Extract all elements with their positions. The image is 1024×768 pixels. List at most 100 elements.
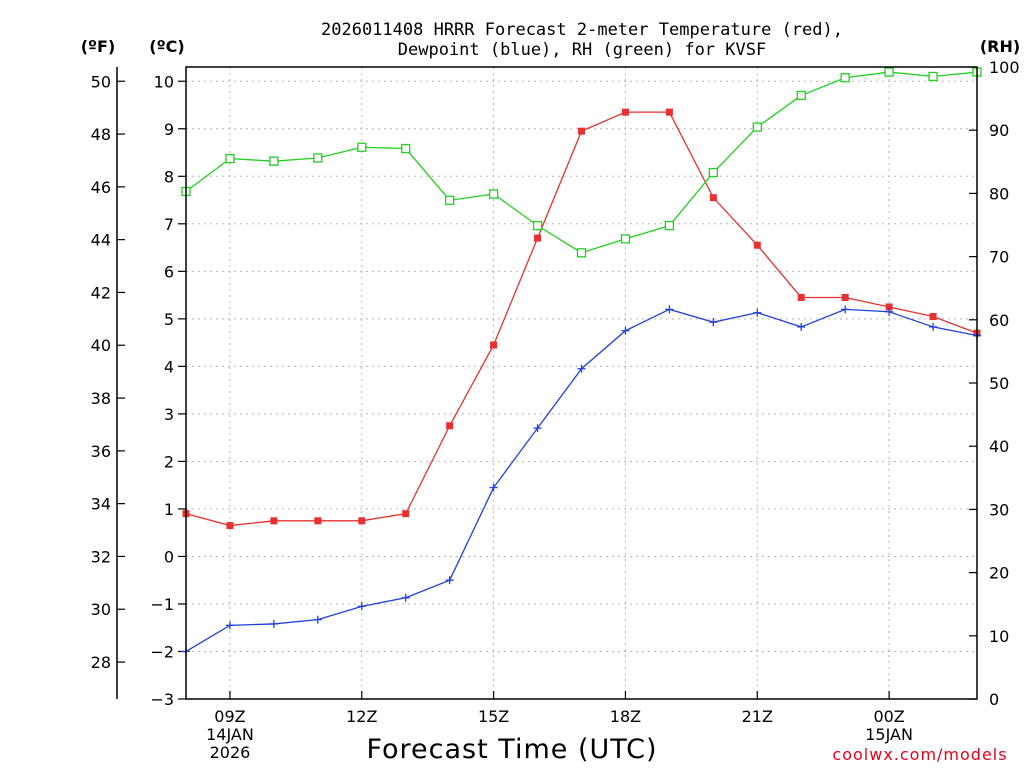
x-tick-label: 00Z [873,707,904,726]
dewpoint-blue-point [665,305,674,314]
rh-green-point [708,167,718,178]
rh-green-point [225,153,235,164]
temperature-red-point [797,293,805,301]
dewpoint-blue-point [533,424,542,433]
celsius-tick-label: 5 [164,310,174,329]
temperature-red-point [885,303,893,311]
dewpoint-blue-point [841,305,850,314]
dewpoint-blue-line [185,308,978,653]
rh-green-point [752,122,762,132]
temperature-red-point [578,127,585,135]
rh-tick-label: 40 [989,437,1009,456]
axes: −3−2−10123456789102830323436384042444648… [91,58,1020,762]
dewpoint-blue-point [709,318,718,327]
temperature-red-point [314,517,322,525]
rh-tick-label: 70 [989,248,1009,267]
rh-green-point [884,67,894,77]
x-tick-label: 09Z [214,707,245,726]
celsius-tick-label: 6 [164,262,174,281]
dewpoint-blue-point [885,307,894,316]
x-tick-label: 21Z [742,707,773,726]
rh-tick-label: 0 [989,690,999,709]
x-tick-label: 15Z [478,707,509,726]
fahrenheit-tick-label: 48 [91,125,111,144]
rh-green-point [532,220,543,231]
dewpoint-blue-point [797,322,806,331]
rh-tick-label: 80 [989,184,1009,203]
fahrenheit-tick-label: 44 [91,231,111,250]
rh-tick-label: 60 [989,311,1009,330]
rh-tick-label: 20 [989,564,1009,583]
celsius-tick-label: 7 [164,215,174,234]
celsius-unit-label: (ºC) [149,37,184,56]
temperature-red-point [226,522,234,530]
celsius-tick-label: 1 [164,500,174,519]
fahrenheit-tick-label: 34 [91,495,111,514]
rh-green-point [664,220,675,231]
rh-green-point [269,156,279,166]
x-tick-label: 15JAN [865,725,913,744]
dewpoint-blue-point [489,483,498,492]
temperature-red-point [534,234,542,242]
celsius-tick-label: −3 [150,690,174,709]
rh-tick-label: 50 [989,374,1009,393]
rh-tick-label: 100 [989,58,1020,77]
celsius-tick-label: −1 [150,595,174,614]
dewpoint-blue-point [929,322,938,331]
celsius-tick-label: 2 [164,452,174,471]
temperature-red-point [270,517,278,525]
rh-green-point [488,189,499,199]
rh-tick-label: 30 [989,500,1009,519]
celsius-tick-label: 9 [164,120,174,139]
rh-green-point [401,143,411,154]
rh-green-point [928,71,938,82]
temperature-red-point [841,293,849,301]
fahrenheit-tick-label: 30 [91,600,111,619]
temperature-red-point [709,194,717,202]
data-series [181,67,982,656]
fahrenheit-tick-label: 46 [91,178,111,197]
celsius-tick-label: 4 [164,357,174,376]
x-tick-label: 18Z [610,707,641,726]
rh-tick-label: 90 [989,121,1009,140]
rh-green-point [840,73,850,83]
fahrenheit-tick-label: 36 [91,442,111,461]
celsius-tick-label: 8 [164,167,174,186]
plot-frame [185,66,978,700]
temperature-red-point [402,510,410,518]
dewpoint-blue-point [225,621,234,630]
fahrenheit-tick-label: 40 [91,336,111,355]
x-tick-label: 12Z [346,707,377,726]
celsius-tick-label: 3 [164,405,174,424]
celsius-tick-label: 10 [154,72,174,91]
rh-green-point [796,90,806,101]
temperature-red-point [929,312,937,320]
grid-lines [186,67,977,699]
dewpoint-blue-point [357,602,366,611]
rh-green-line [185,71,978,254]
rh-green-point [313,153,323,163]
x-tick-label: 14JAN [206,725,254,744]
rh-green-point [357,142,367,152]
temperature-red-point [490,341,498,349]
credit-text: coolwx.com/models [832,745,1007,764]
rh-green-point [576,248,587,258]
fahrenheit-tick-label: 28 [91,653,111,672]
rh-green-point [445,195,455,206]
fahrenheit-tick-label: 42 [91,283,111,302]
temperature-red-point [446,422,454,430]
temperature-red-point [753,241,761,249]
fahrenheit-tick-label: 50 [91,72,111,91]
dewpoint-blue-point [753,308,762,317]
rh-green-point [620,234,631,244]
rh-unit-label: (RH) [980,37,1020,56]
x-axis-label: Forecast Time (UTC) [366,734,657,765]
celsius-tick-label: −2 [150,642,174,661]
temperature-red-point [665,108,673,116]
rh-tick-label: 10 [989,627,1009,646]
celsius-tick-label: 0 [164,547,174,566]
dewpoint-blue-point [269,619,278,628]
fahrenheit-tick-label: 38 [91,389,111,408]
dewpoint-blue-point [401,593,410,602]
